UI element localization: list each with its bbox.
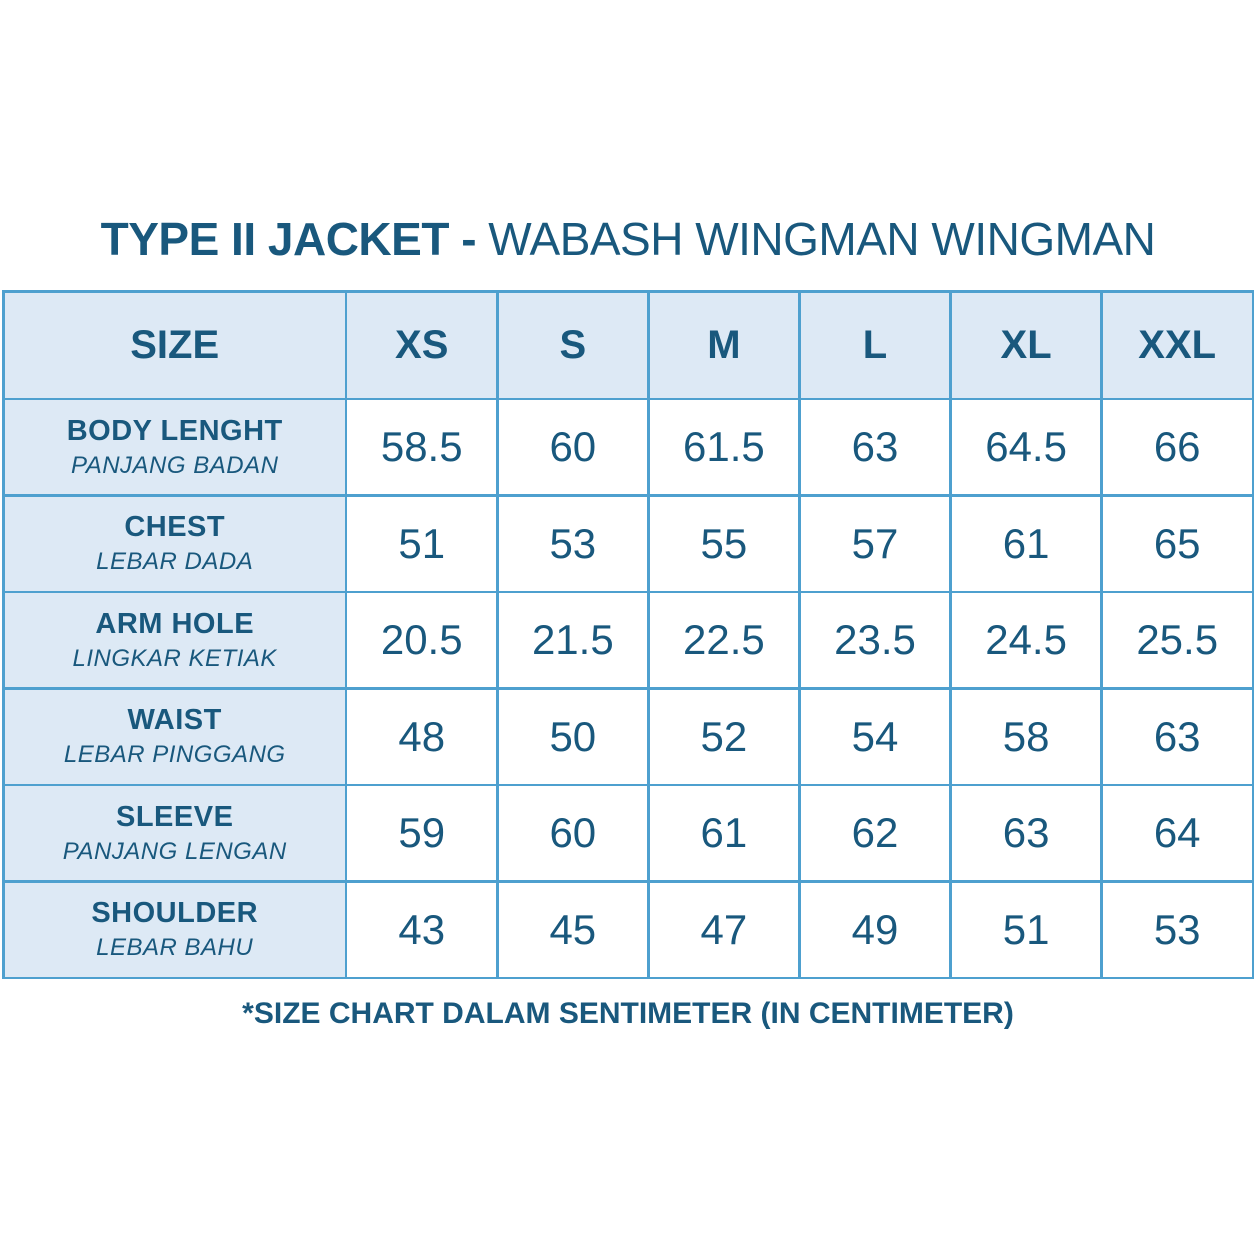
table-cell: 57: [800, 496, 950, 591]
row-label-arm-hole: ARM HOLE LINGKAR KETIAK: [4, 593, 345, 687]
row-label-main: ARM HOLE: [95, 607, 255, 640]
table-cell: 53: [1102, 882, 1252, 977]
table-cell: 25.5: [1102, 593, 1252, 687]
table-cell: 48: [347, 689, 497, 784]
table-cell: 55: [649, 496, 799, 591]
header-size: SIZE: [4, 292, 345, 398]
table-cell: 53: [498, 496, 648, 591]
table-cell: 54: [800, 689, 950, 784]
table-cell: 22.5: [649, 593, 799, 687]
table-cell: 47: [649, 882, 799, 977]
row-label-sub: LEBAR DADA: [96, 548, 254, 575]
size-chart-table: SIZE XS S M L XL XXL BODY LENGHT PANJANG…: [2, 290, 1254, 979]
row-label-sub: LINGKAR KETIAK: [72, 644, 277, 672]
table-cell: 50: [498, 689, 648, 784]
page-title-product: TYPE II JACKET -: [100, 213, 477, 265]
page-title: TYPE II JACKET - WABASH WINGMAN WINGMAN: [0, 212, 1256, 266]
row-label-main: BODY LENGHT: [66, 414, 283, 447]
header-xl: XL: [951, 292, 1101, 398]
table-cell: 45: [498, 882, 648, 977]
table-cell: 60: [498, 400, 648, 494]
table-cell: 51: [347, 496, 497, 591]
table-cell: 51: [951, 882, 1101, 977]
table-cell: 24.5: [951, 593, 1101, 687]
table-cell: 23.5: [800, 593, 950, 687]
header-xxl: XXL: [1102, 292, 1252, 398]
row-label-sub: LEBAR BAHU: [96, 934, 254, 961]
table-cell: 63: [1102, 689, 1252, 784]
header-s: S: [498, 292, 648, 398]
header-m: M: [649, 292, 799, 398]
table-cell: 21.5: [498, 593, 648, 687]
table-cell: 66: [1102, 400, 1252, 494]
table-cell: 65: [1102, 496, 1252, 591]
table-cell: 20.5: [347, 593, 497, 687]
table-cell: 63: [800, 400, 950, 494]
table-cell: 61.5: [649, 400, 799, 494]
row-label-main: SHOULDER: [91, 897, 259, 929]
row-label-main: CHEST: [124, 511, 226, 543]
size-chart-footnote: *SIZE CHART DALAM SENTIMETER (IN CENTIME…: [242, 997, 1014, 1030]
row-label-shoulder: SHOULDER LEBAR BAHU: [4, 882, 345, 977]
header-xs: XS: [347, 292, 497, 398]
table-cell: 58: [951, 689, 1101, 784]
table-cell: 63: [951, 786, 1101, 880]
table-cell: 61: [649, 786, 799, 880]
row-label-sleeve: SLEEVE PANJANG LENGAN: [4, 786, 345, 880]
page-title-variant: WABASH WINGMAN WINGMAN: [488, 213, 1156, 265]
row-label-sub: PANJANG BADAN: [70, 451, 279, 479]
row-label-waist: WAIST LEBAR PINGGANG: [4, 689, 345, 784]
row-label-sub: LEBAR PINGGANG: [63, 741, 286, 768]
row-label-body-length: BODY LENGHT PANJANG BADAN: [4, 400, 345, 494]
table-cell: 58.5: [347, 400, 497, 494]
table-cell: 60: [498, 786, 648, 880]
header-l: L: [800, 292, 950, 398]
row-label-chest: CHEST LEBAR DADA: [4, 496, 345, 591]
row-label-sub: PANJANG LENGAN: [62, 837, 287, 865]
table-cell: 59: [347, 786, 497, 880]
table-cell: 62: [800, 786, 950, 880]
table-cell: 43: [347, 882, 497, 977]
table-cell: 64.5: [951, 400, 1101, 494]
row-label-main: WAIST: [127, 704, 222, 736]
row-label-main: SLEEVE: [115, 800, 234, 833]
table-cell: 64: [1102, 786, 1252, 880]
table-cell: 61: [951, 496, 1101, 591]
table-cell: 52: [649, 689, 799, 784]
table-cell: 49: [800, 882, 950, 977]
